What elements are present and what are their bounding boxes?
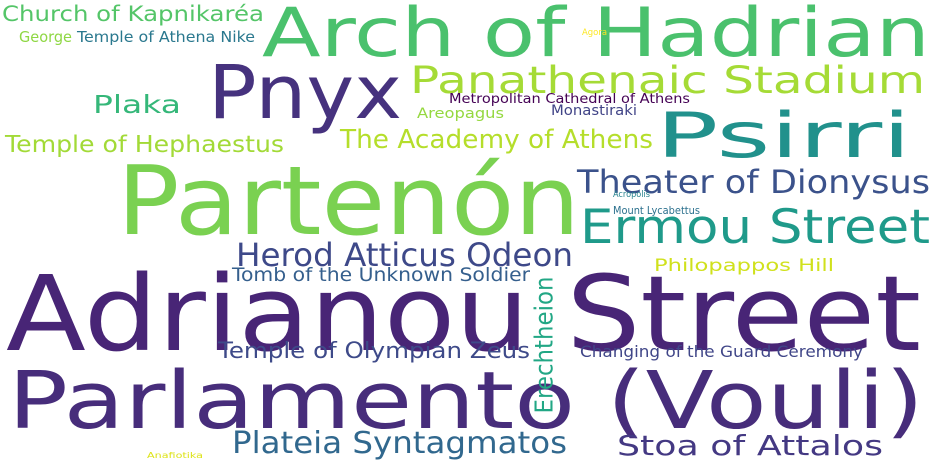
word-areopagus: Areopagus — [417, 106, 504, 122]
word-academy-of-athens: The Academy of Athens — [340, 125, 653, 155]
word-church-of-kapnikarea: Church of Kapnikaréa — [2, 2, 264, 26]
word-psirri: Psirri — [656, 99, 911, 172]
word-changing-of-the-guard: Changing of the Guard Ceremony — [580, 342, 863, 361]
word-temple-of-hephaestus: Temple of Hephaestus — [5, 132, 284, 158]
word-plateia-syntagmatos: Plateia Syntagmatos — [232, 426, 567, 461]
word-philopappos-hill: Philopappos Hill — [654, 256, 834, 276]
word-herod-atticus-odeon: Herod Atticus Odeon — [236, 236, 573, 274]
word-adrianou-street: Adrianou Street — [6, 253, 921, 375]
word-erechtheion: Erechtheion — [529, 276, 558, 413]
word-tomb-of-unknown-soldier: Tomb of the Unknown Soldier — [232, 264, 530, 286]
word-ermou-street: Ermou Street — [580, 200, 930, 255]
word-panathenaic-stadium: Panathenaic Stadium — [410, 59, 925, 102]
word-acropolis: Acropolis — [613, 190, 650, 200]
word-temple-of-olympian-zeus: Temple of Olympian Zeus — [218, 339, 530, 364]
word-george: George — [19, 28, 72, 46]
word-partenon: Partenón — [117, 147, 580, 257]
word-parlamento-vouli: Parlamento (Vouli) — [8, 355, 924, 447]
word-mount-lycabettus: Mount Lycabettus — [613, 204, 700, 217]
word-pnyx: Pnyx — [208, 50, 402, 136]
word-anafiotika: Anafiotika — [147, 451, 203, 460]
word-agora: Agora — [582, 28, 607, 38]
word-theater-of-dionysus: Theater of Dionysus — [577, 163, 930, 201]
word-stoa-of-attalos: Stoa of Attalos — [617, 429, 883, 462]
word-metropolitan-cathedral: Metropolitan Cathedral of Athens — [449, 92, 690, 107]
word-arch-of-hadrian: Arch of Hadrian — [262, 0, 930, 73]
word-plaka: Plaka — [93, 90, 181, 119]
word-temple-of-athena-nike: Temple of Athena Nike — [77, 28, 255, 46]
word-monastiraki: Monastiraki — [551, 103, 637, 119]
